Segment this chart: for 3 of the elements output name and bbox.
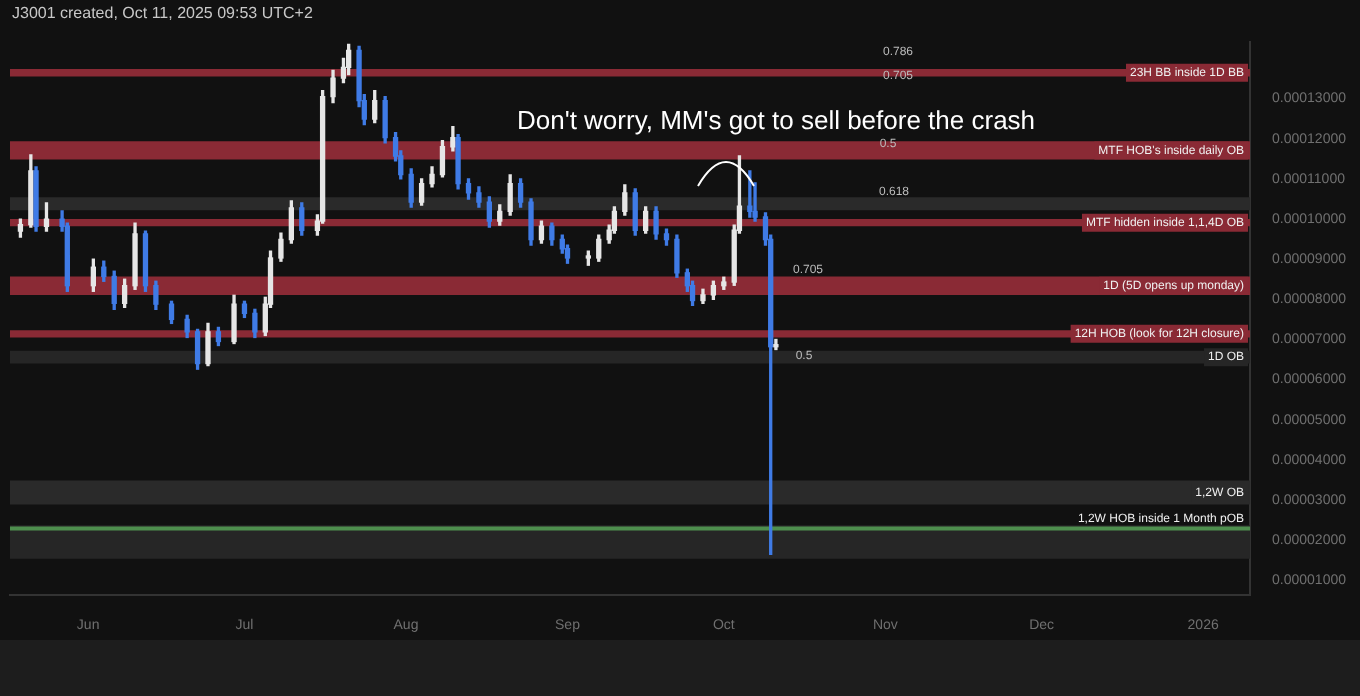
annotation: Don't worry, MM's got to sell before the crash <box>516 105 1036 136</box>
candlestick <box>747 170 753 218</box>
chart-subtitle: J3001 created, Oct 11, 2025 09:53 UTC+2 <box>10 2 315 26</box>
